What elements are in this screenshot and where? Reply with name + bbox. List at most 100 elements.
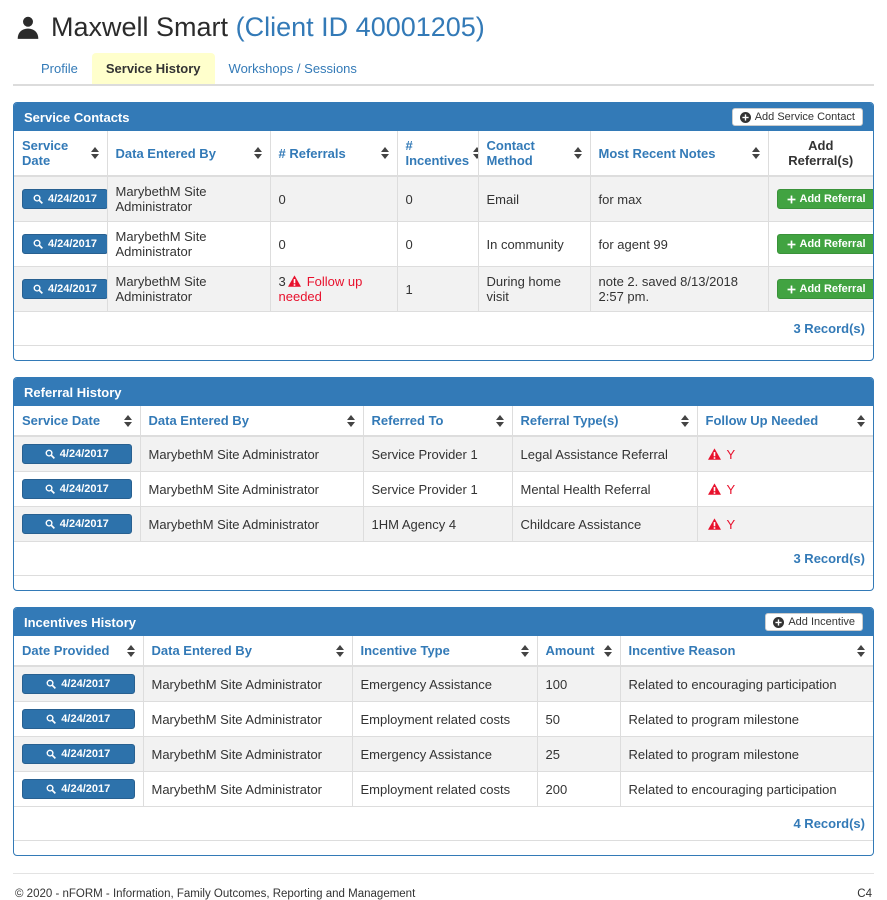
- entered-by-cell: MarybethM Site Administrator: [106, 221, 271, 267]
- col-service-date[interactable]: Service Date: [14, 406, 141, 437]
- col-data-entered-by[interactable]: Data Entered By: [142, 636, 353, 667]
- referral-type-cell: Mental Health Referral: [511, 471, 698, 507]
- incentives-cell: 0: [396, 221, 479, 267]
- col-most-recent-notes[interactable]: Most Recent Notes: [589, 131, 769, 177]
- incentive-reason-cell: Related to encouraging participation: [619, 665, 873, 702]
- referral-type-cell: Childcare Assistance: [511, 506, 698, 542]
- sort-icon: [473, 147, 477, 159]
- add-referral-button[interactable]: Add Referral: [776, 234, 873, 254]
- entered-by-cell: MarybethM Site Administrator: [142, 665, 353, 702]
- col-referred-to[interactable]: Referred To: [362, 406, 513, 437]
- search-icon: [33, 284, 43, 294]
- view-incentive-button[interactable]: 4/24/2017: [22, 674, 135, 694]
- sort-icon: [857, 644, 865, 657]
- col-num-referrals[interactable]: # Referrals: [269, 131, 398, 177]
- tab-bar: Profile Service History Workshops / Sess…: [13, 53, 874, 86]
- sort-icon: [335, 644, 344, 657]
- col-follow-up-needed[interactable]: Follow Up Needed: [696, 406, 873, 437]
- col-service-date[interactable]: Service Date: [14, 131, 108, 177]
- tab-workshops-sessions[interactable]: Workshops / Sessions: [228, 61, 357, 76]
- view-service-contact-button[interactable]: 4/24/2017: [22, 234, 106, 254]
- view-service-contact-button[interactable]: 4/24/2017: [22, 279, 106, 299]
- page-footer: © 2020 - nFORM - Information, Family Out…: [13, 873, 874, 900]
- follow-up-needed-label: Follow up needed: [278, 274, 363, 304]
- record-count: 3 Record(s): [14, 312, 873, 346]
- amount-cell: 50: [536, 701, 621, 737]
- col-date-provided[interactable]: Date Provided: [14, 636, 144, 667]
- col-amount[interactable]: Amount: [536, 636, 621, 667]
- incentive-row: 4/24/2017 MarybethM Site Administrator E…: [14, 665, 873, 702]
- sort-icon: [346, 414, 355, 427]
- amount-cell: 200: [536, 771, 621, 807]
- service-contacts-table: Service Date Data Entered By # Referrals…: [14, 131, 873, 312]
- follow-up-cell: Y: [696, 506, 873, 542]
- referral-row: 4/24/2017 MarybethM Site Administrator S…: [14, 471, 873, 507]
- service-contacts-title: Service Contacts: [24, 109, 130, 125]
- search-icon: [33, 194, 43, 204]
- view-service-contact-button[interactable]: 4/24/2017: [22, 189, 106, 209]
- view-incentive-button[interactable]: 4/24/2017: [22, 709, 135, 729]
- add-service-contact-button[interactable]: Add Service Contact: [731, 108, 863, 126]
- col-data-entered-by[interactable]: Data Entered By: [106, 131, 271, 177]
- table-header-row: Date Provided Data Entered By Incentive …: [14, 636, 873, 667]
- referral-type-cell: Legal Assistance Referral: [511, 435, 698, 472]
- col-incentive-type[interactable]: Incentive Type: [351, 636, 538, 667]
- sort-icon: [857, 414, 865, 427]
- tab-profile[interactable]: Profile: [41, 61, 78, 76]
- view-referral-button[interactable]: 4/24/2017: [22, 479, 132, 499]
- referrals-cell: 3 Follow up needed: [269, 266, 398, 312]
- incentive-reason-cell: Related to encouraging participation: [619, 771, 873, 807]
- incentives-history-title: Incentives History: [24, 614, 136, 630]
- col-data-entered-by[interactable]: Data Entered By: [139, 406, 364, 437]
- referred-to-cell: Service Provider 1: [362, 435, 513, 472]
- add-referral-button[interactable]: Add Referral: [776, 279, 873, 299]
- service-contact-row: 4/24/2017 MarybethM Site Administrator 0…: [14, 221, 873, 267]
- incentive-type-cell: Emergency Assistance: [351, 665, 538, 702]
- incentive-type-cell: Employment related costs: [351, 771, 538, 807]
- service-contacts-panel: Service Contacts Add Service Contact Ser…: [13, 102, 874, 361]
- plus-circle-icon: [739, 111, 751, 123]
- client-name: Maxwell Smart: [51, 12, 229, 42]
- view-incentive-button[interactable]: 4/24/2017: [22, 779, 135, 799]
- entered-by-cell: MarybethM Site Administrator: [106, 266, 271, 312]
- entered-by-cell: MarybethM Site Administrator: [139, 435, 364, 472]
- add-referral-button[interactable]: Add Referral: [776, 189, 873, 209]
- warning-icon: [707, 482, 721, 495]
- view-referral-button[interactable]: 4/24/2017: [22, 444, 132, 464]
- contact-method-cell: In community: [477, 221, 591, 267]
- search-icon: [46, 714, 57, 724]
- referral-history-table: Service Date Data Entered By Referred To…: [14, 406, 873, 542]
- client-id: (Client ID 40001205): [235, 12, 485, 42]
- copyright-text: © 2020 - nFORM - Information, Family Out…: [15, 888, 416, 900]
- entered-by-cell: MarybethM Site Administrator: [139, 506, 364, 542]
- col-contact-method[interactable]: Contact Method: [477, 131, 591, 177]
- col-incentive-reason[interactable]: Incentive Reason: [619, 636, 873, 667]
- search-icon: [45, 484, 55, 494]
- referral-row: 4/24/2017 MarybethM Site Administrator S…: [14, 435, 873, 472]
- sort-icon: [680, 414, 689, 427]
- referral-history-panel: Referral History Service Date Data Enter…: [13, 377, 874, 591]
- tab-service-history[interactable]: Service History: [91, 53, 215, 84]
- referred-to-cell: Service Provider 1: [362, 471, 513, 507]
- contact-method-cell: During home visit: [477, 266, 591, 312]
- follow-up-cell: Y: [696, 471, 873, 507]
- sort-icon: [380, 147, 389, 159]
- view-incentive-button[interactable]: 4/24/2017: [22, 744, 135, 764]
- view-referral-button[interactable]: 4/24/2017: [22, 514, 132, 534]
- person-icon: [17, 16, 39, 39]
- sort-icon: [495, 414, 504, 427]
- sort-icon: [126, 644, 135, 657]
- incentive-row: 4/24/2017 MarybethM Site Administrator E…: [14, 771, 873, 807]
- client-header: Maxwell Smart (Client ID 40001205): [13, 8, 874, 51]
- sort-icon: [751, 147, 760, 159]
- search-icon: [46, 784, 57, 794]
- warning-icon: [287, 275, 301, 287]
- col-num-incentives[interactable]: # Incentives: [396, 131, 479, 177]
- entered-by-cell: MarybethM Site Administrator: [142, 736, 353, 772]
- col-referral-types[interactable]: Referral Type(s): [511, 406, 698, 437]
- add-incentive-button[interactable]: Add Incentive: [765, 613, 863, 631]
- incentive-type-cell: Employment related costs: [351, 701, 538, 737]
- col-add-referrals: Add Referral(s): [767, 131, 873, 177]
- notes-cell: for agent 99: [589, 221, 769, 267]
- notes-cell: note 2. saved 8/13/2018 2:57 pm.: [589, 266, 769, 312]
